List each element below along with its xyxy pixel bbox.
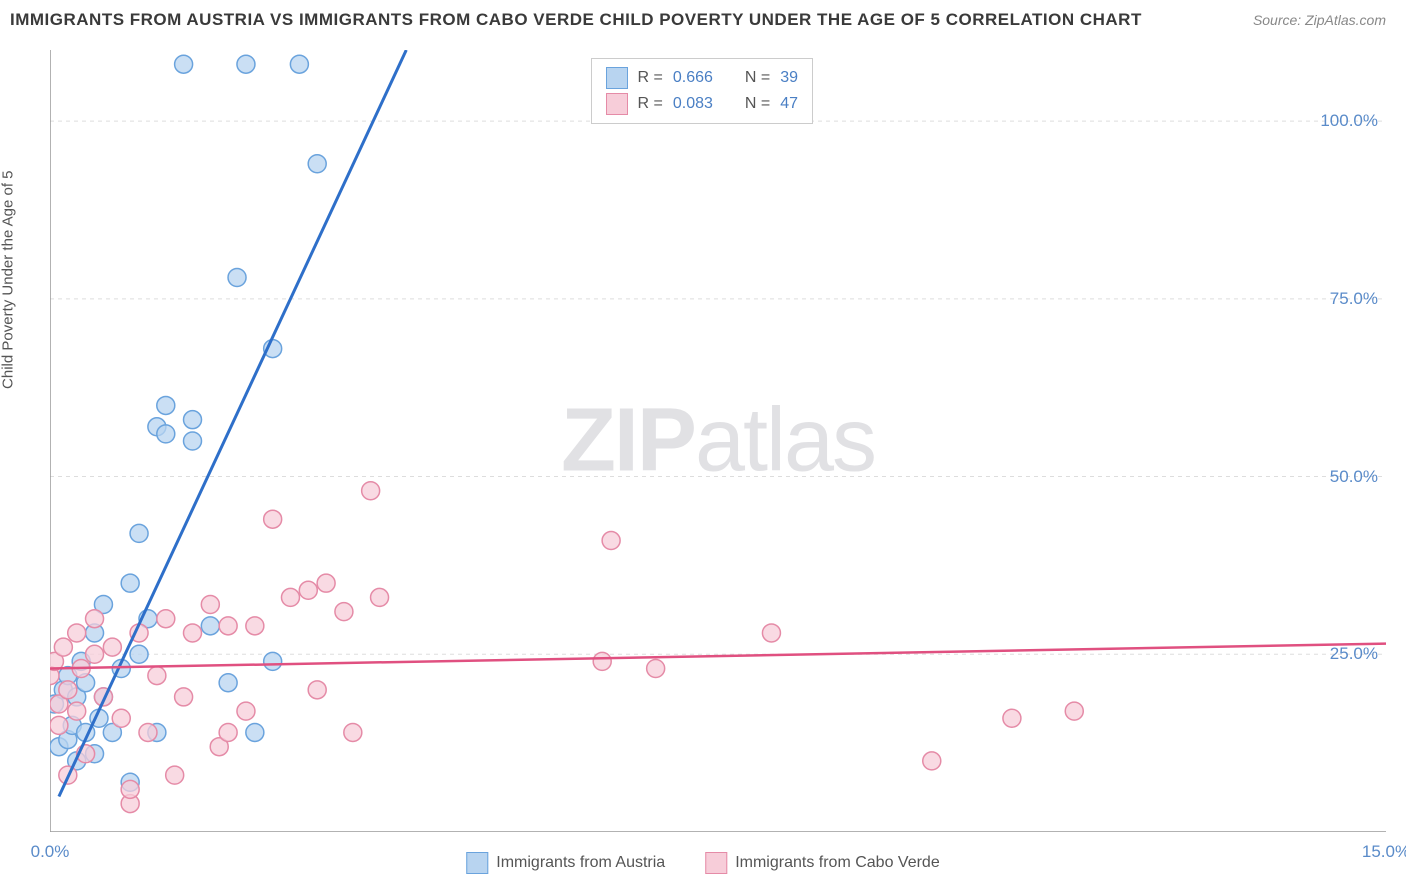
scatter-chart <box>50 50 1386 832</box>
swatch-caboverde-icon <box>705 852 727 874</box>
bottom-legend: Immigrants from Austria Immigrants from … <box>466 852 939 874</box>
r-label: R = <box>638 95 663 113</box>
legend-label-caboverde: Immigrants from Cabo Verde <box>735 854 940 872</box>
r-label: R = <box>638 69 663 87</box>
y-tick-label: 100.0% <box>1320 111 1378 131</box>
chart-title: IMMIGRANTS FROM AUSTRIA VS IMMIGRANTS FR… <box>10 10 1142 30</box>
plot-area: ZIPatlas <box>50 50 1386 832</box>
swatch-caboverde <box>606 93 628 115</box>
y-tick-label: 50.0% <box>1330 467 1378 487</box>
chart-container: IMMIGRANTS FROM AUSTRIA VS IMMIGRANTS FR… <box>0 0 1406 892</box>
legend-item-austria: Immigrants from Austria <box>466 852 665 874</box>
stats-row-caboverde: R = 0.083 N = 47 <box>606 91 799 117</box>
y-tick-label: 25.0% <box>1330 644 1378 664</box>
x-tick-label: 15.0% <box>1362 842 1406 862</box>
y-axis-label: Child Poverty Under the Age of 5 <box>0 170 17 388</box>
n-label: N = <box>745 69 770 87</box>
legend-label-austria: Immigrants from Austria <box>496 854 665 872</box>
swatch-austria-icon <box>466 852 488 874</box>
x-tick-label: 0.0% <box>31 842 70 862</box>
swatch-austria <box>606 67 628 89</box>
stats-row-austria: R = 0.666 N = 39 <box>606 65 799 91</box>
y-tick-label: 75.0% <box>1330 289 1378 309</box>
n-value-austria: 39 <box>780 69 798 87</box>
source-label: Source: ZipAtlas.com <box>1253 12 1386 28</box>
n-value-caboverde: 47 <box>780 95 798 113</box>
r-value-austria: 0.666 <box>673 69 713 87</box>
r-value-caboverde: 0.083 <box>673 95 713 113</box>
n-label: N = <box>745 95 770 113</box>
legend-item-caboverde: Immigrants from Cabo Verde <box>705 852 940 874</box>
stats-legend: R = 0.666 N = 39 R = 0.083 N = 47 <box>591 58 814 124</box>
